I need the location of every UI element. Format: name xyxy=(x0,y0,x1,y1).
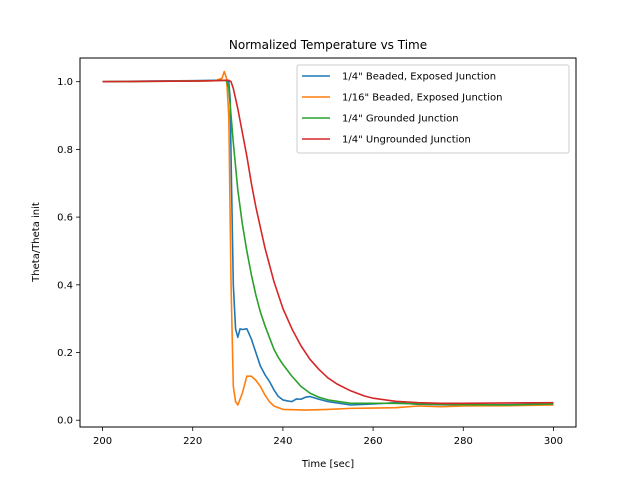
y-tick-label: 0.8 xyxy=(57,145,73,156)
x-tick-label: 260 xyxy=(364,436,383,447)
y-tick-label: 1.0 xyxy=(57,77,73,88)
y-tick-label: 0.2 xyxy=(57,348,73,359)
series-line-4 xyxy=(102,79,554,405)
legend-box xyxy=(296,64,570,154)
y-tick-label: 0.0 xyxy=(57,416,73,427)
series-line-2 xyxy=(102,70,554,411)
chart-title: Normalized Temperature vs Time xyxy=(229,38,427,52)
legend-label: 1/16" Beaded, Exposed Junction xyxy=(342,93,502,104)
legend-label: 1/4" Beaded, Exposed Junction xyxy=(342,72,496,83)
y-tick-label: 0.6 xyxy=(57,213,73,224)
x-tick-label: 220 xyxy=(183,436,202,447)
x-tick-label: 300 xyxy=(544,436,563,447)
plot-area xyxy=(79,57,577,428)
x-tick-label: 240 xyxy=(273,436,292,447)
legend-label: 1/4" Ungrounded Junction xyxy=(342,135,471,146)
x-tick-label: 280 xyxy=(454,436,473,447)
x-axis-label: Time [sec] xyxy=(301,459,354,470)
axes-frame xyxy=(79,57,577,428)
x-tick-label: 200 xyxy=(93,436,112,447)
y-axis: 0.0 0.2 0.4 0.6 0.8 1.0 xyxy=(57,77,80,427)
y-tick-label: 0.4 xyxy=(57,280,73,291)
series-layer xyxy=(102,70,554,411)
legend-label: 1/4" Grounded Junction xyxy=(342,114,459,125)
y-axis-label: Theta/Theta init xyxy=(31,202,42,283)
legend-entries: 1/4" Beaded, Exposed Junction 1/16" Beade… xyxy=(302,72,502,146)
series-line-3 xyxy=(102,79,554,406)
legend: 1/4" Beaded, Exposed Junction 1/16" Beade… xyxy=(296,64,570,154)
x-axis: 200 220 240 260 280 300 xyxy=(93,427,563,447)
